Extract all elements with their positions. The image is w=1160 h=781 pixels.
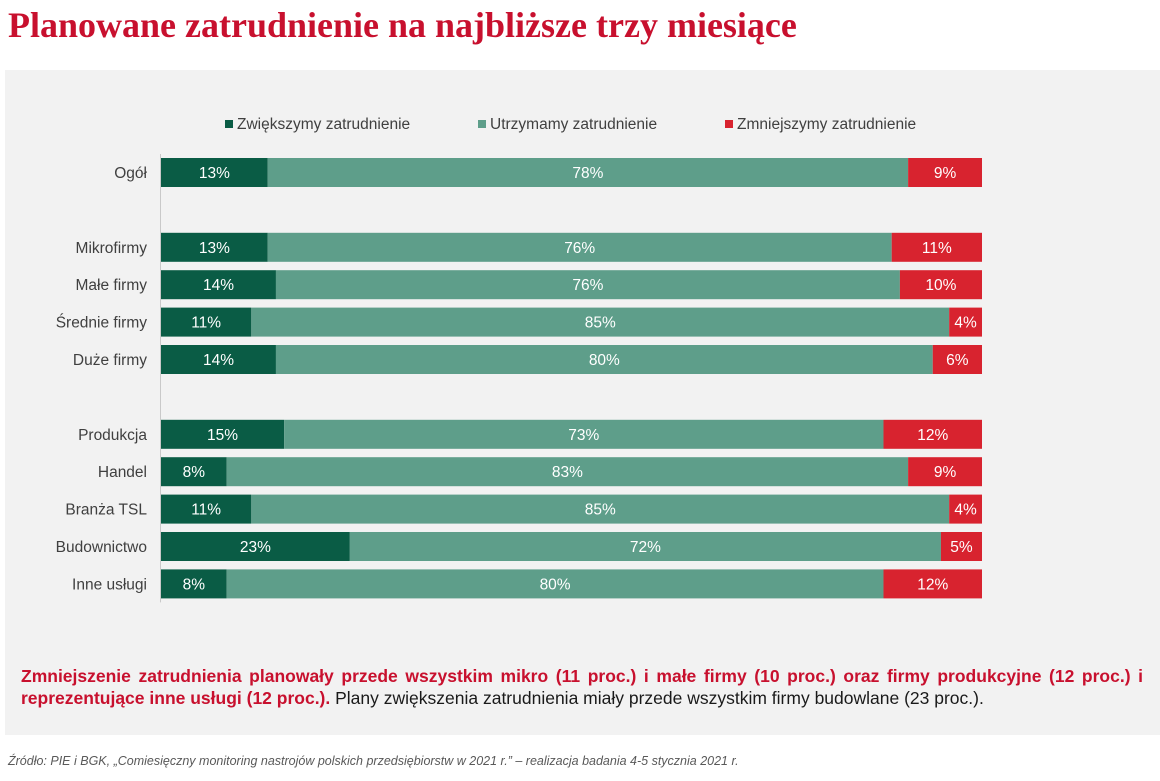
data-label: 14%	[203, 352, 234, 369]
bar-segment-2	[226, 569, 884, 599]
legend-swatch-2	[478, 120, 486, 128]
data-label: 4%	[954, 502, 977, 519]
data-label: 12%	[917, 427, 948, 444]
bar-segment-3	[940, 532, 982, 561]
bar-segment-3	[883, 569, 982, 599]
data-label: 83%	[552, 464, 583, 481]
bar-segment-1	[161, 569, 227, 599]
bar-segment-1	[161, 419, 285, 449]
bar-segment-1	[161, 158, 268, 187]
legend-swatch-3	[725, 120, 733, 128]
category-label: Średnie firmy	[56, 314, 148, 332]
data-label: 13%	[199, 165, 230, 182]
category-label: Branża TSL	[65, 502, 147, 519]
data-label: 12%	[917, 576, 948, 593]
data-label: 6%	[946, 352, 969, 369]
bar-segment-1	[161, 307, 252, 337]
data-label: 80%	[589, 352, 620, 369]
category-label: Mikrofirmy	[76, 240, 148, 257]
bar-segment-2	[226, 457, 909, 487]
data-label: 5%	[950, 539, 973, 556]
legend-label-1: Zwiększymy zatrudnienie	[237, 116, 410, 133]
category-label: Inne usługi	[72, 576, 147, 593]
bar-segment-1	[161, 232, 268, 262]
category-label: Małe firmy	[76, 277, 148, 294]
bar-segment-1	[161, 270, 276, 300]
data-label: 8%	[183, 576, 206, 593]
data-label: 15%	[207, 427, 238, 444]
chart-panel: Zwiększymy zatrudnienie Utrzymamy zatrudn…	[5, 70, 1160, 735]
category-label: Budownictwo	[56, 539, 147, 556]
data-label: 78%	[572, 165, 603, 182]
bar-segment-2	[275, 270, 900, 300]
category-label: Handel	[98, 464, 147, 481]
data-label: 10%	[925, 277, 956, 294]
data-label: 11%	[922, 240, 952, 257]
bar-segment-2	[284, 419, 884, 449]
data-label: 23%	[240, 539, 271, 556]
bar-segment-3	[891, 232, 982, 262]
legend-swatch-1	[225, 120, 233, 128]
bar-segment-2	[251, 307, 950, 337]
data-label: 85%	[585, 315, 616, 332]
data-label: 11%	[191, 502, 221, 519]
data-label: 4%	[954, 315, 977, 332]
category-label: Ogół	[114, 165, 147, 182]
data-label: 72%	[630, 539, 661, 556]
data-label: 76%	[564, 240, 595, 257]
data-label: 11%	[191, 315, 221, 332]
bar-segment-2	[251, 494, 950, 524]
page-title: Planowane zatrudnienie na najbliższe trz…	[8, 5, 797, 45]
bar-segment-3	[908, 158, 982, 187]
bar-segment-3	[883, 419, 982, 449]
bar-segment-2	[349, 532, 941, 561]
bar-segment-1	[161, 532, 350, 561]
data-label: 73%	[568, 427, 599, 444]
bar-segment-2	[267, 232, 892, 262]
bar-segment-2	[275, 345, 933, 374]
data-label: 85%	[585, 502, 616, 519]
bar-segment-3	[908, 457, 982, 487]
data-label: 13%	[199, 240, 230, 257]
data-label: 76%	[572, 277, 603, 294]
legend-label-3: Zmniejszymy zatrudnienie	[737, 116, 916, 133]
data-label: 80%	[540, 576, 571, 593]
data-label: 9%	[934, 464, 957, 481]
source-note: Źródło: PIE i BGK, „Comiesięczny monitor…	[8, 754, 739, 768]
category-label: Duże firmy	[73, 352, 147, 369]
bar-segment-1	[161, 345, 276, 374]
bar-segment-3	[899, 270, 982, 300]
data-label: 9%	[934, 165, 957, 182]
stacked-bar-chart: Zwiększymy zatrudnienie Utrzymamy zatrudn…	[56, 116, 982, 603]
bar-segment-2	[267, 158, 909, 187]
summary-text: Zmniejszenie zatrudnienia planowały prze…	[21, 665, 1143, 709]
summary-rest: Plany zwiększenia zatrudnienia miały prz…	[330, 687, 984, 708]
bar-segment-3	[949, 307, 982, 337]
legend-label-2: Utrzymamy zatrudnienie	[490, 116, 657, 133]
bar-segment-3	[932, 345, 982, 374]
data-label: 8%	[183, 464, 206, 481]
summary-highlight: Zmniejszenie zatrudnienia planowały prze…	[21, 665, 1143, 708]
bar-segment-3	[949, 494, 982, 524]
data-label: 14%	[203, 277, 234, 294]
category-label: Produkcja	[78, 427, 147, 444]
bar-segment-1	[161, 494, 252, 524]
bar-segment-1	[161, 457, 227, 487]
